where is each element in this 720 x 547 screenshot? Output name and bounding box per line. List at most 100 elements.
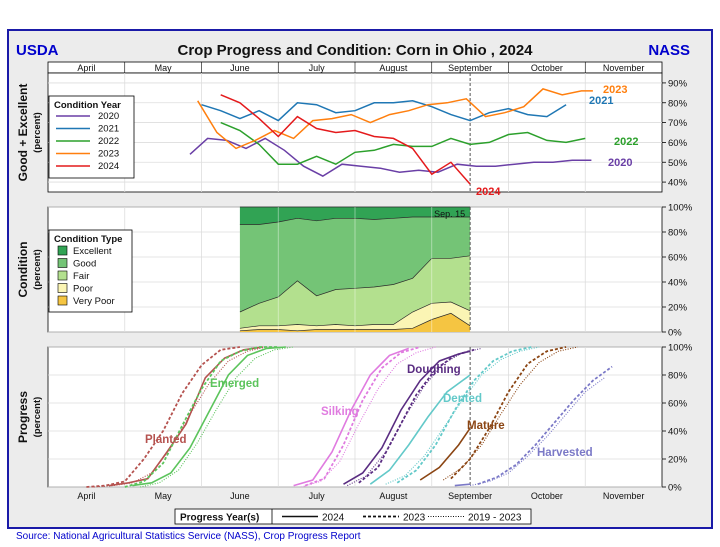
nass-label: NASS (648, 42, 690, 59)
good-excellent-panel: 40% 50% 60% 70% 80% 90% Good + Excellent (perce… (16, 72, 688, 198)
y-axis-label: Condition (16, 242, 30, 298)
legend-swatch-good (57, 258, 68, 268)
month-label-bottom: June (230, 491, 250, 501)
month-label-bottom: July (309, 491, 326, 501)
y-axis-sublabel: (percent) (32, 112, 43, 153)
date-annotation: Sep. 15 (434, 209, 465, 219)
progress-line-emerged-y2024 (132, 346, 286, 487)
progress-line-planted-y2023 (86, 346, 241, 488)
y-tick-label: 40% (668, 427, 688, 438)
usda-label: USDA (16, 42, 59, 59)
progress-line-silking-y2024 (293, 347, 409, 487)
y-tick-label: 90% (668, 78, 688, 89)
area-very-poor (239, 313, 471, 332)
legend-box (48, 95, 135, 179)
progress-line-harvested-yavg (469, 377, 605, 487)
month-header-bar: April May June July August September October No… (47, 61, 663, 74)
progress-line-mature-y2023 (450, 346, 567, 480)
progress-line-doughing-y2024 (343, 350, 471, 485)
condition-panel: 0% 20% 40% 60% 80% 100% Condition (percent) Sep.… (16, 203, 693, 339)
legend-label-2024: 2024 (98, 161, 119, 172)
legend-label-2020: 2020 (98, 111, 119, 122)
y-tick-label: 60% (668, 399, 688, 410)
y-tick-label: 100% (668, 203, 693, 214)
y-axis-label: Progress (16, 391, 30, 443)
y-tick-label: 80% (668, 228, 688, 239)
progress-year-legend: Progress Year(s) 2024 2023 2019 - 2023 (174, 508, 532, 525)
legend-swatch-excellent (57, 245, 68, 256)
legend-label-poor: Poor (73, 284, 93, 295)
month-label-top: May (155, 63, 173, 73)
stage-label-harvested: Harvested (537, 447, 593, 459)
legend-entry-label: 2019 - 2023 (468, 513, 522, 524)
month-label-bottom: April (77, 491, 95, 501)
end-label-2022: 2022 (614, 136, 638, 148)
y-tick-label: 70% (668, 118, 688, 129)
series-line-2023 (197, 88, 593, 150)
progress-panel: 0% 20% 40% 60% 80% 100% Progress (percent) Plant… (16, 343, 693, 502)
series-line-2024 (220, 94, 471, 185)
y-tick-label: 0% (668, 328, 682, 339)
month-label-top: August (379, 63, 408, 73)
end-label-2023: 2023 (603, 84, 627, 96)
y-tick-label: 40% (668, 178, 688, 189)
y-tick-label: 20% (668, 455, 688, 466)
stage-label-doughing: Doughing (407, 364, 461, 376)
stage-label-emerged: Emerged (210, 378, 259, 390)
legend-title: Condition Type (54, 234, 122, 245)
y-tick-label: 100% (668, 343, 693, 354)
month-label-top: October (531, 63, 563, 73)
legend-entry-label: 2024 (322, 513, 345, 524)
legend-label-2022: 2022 (98, 136, 119, 147)
series-line-2022 (220, 121, 586, 166)
month-label-bottom: August (379, 491, 408, 501)
y-axis-sublabel: (percent) (32, 397, 43, 438)
end-label-2021: 2021 (589, 95, 613, 107)
stage-label-mature: Mature (467, 420, 505, 432)
progress-line-emerged-yavg (139, 346, 294, 488)
y-tick-label: 60% (668, 138, 688, 149)
stage-label-planted: Planted (145, 434, 187, 446)
progress-line-dented-y2023 (396, 346, 532, 484)
progress-line-mature-y2024 (419, 427, 471, 481)
stage-label-dented: Dented (443, 393, 482, 405)
end-label-2024: 2024 (476, 186, 501, 198)
figure-title: Crop Progress and Condition: Corn in Ohi… (177, 42, 533, 59)
month-label-top: July (309, 63, 326, 73)
legend-label-excellent: Excellent (73, 246, 112, 257)
legend-box (174, 508, 532, 525)
y-tick-label: 80% (668, 98, 688, 109)
progress-line-doughing-yavg (347, 347, 482, 487)
y-tick-label: 40% (668, 278, 688, 289)
legend-label-good: Good (73, 259, 96, 270)
progress-line-silking-y2023 (304, 346, 421, 487)
progress-line-dented-yavg (385, 346, 540, 485)
y-tick-label: 0% (668, 483, 682, 494)
area-poor (239, 302, 471, 331)
legend-label-very-poor: Very Poor (73, 296, 115, 307)
month-label-top: June (230, 63, 250, 73)
stage-label-silking: Silking (321, 406, 359, 418)
month-label-top: April (77, 63, 95, 73)
source-note: Source: National Agricultural Statistics… (16, 531, 361, 542)
y-tick-label: 80% (668, 371, 688, 382)
legend-label-fair: Fair (73, 271, 89, 282)
month-label-top: September (448, 63, 492, 73)
progress-line-dented-y2024 (369, 374, 471, 485)
month-label-bottom: November (603, 491, 645, 501)
y-tick-label: 20% (668, 303, 688, 314)
y-axis-sublabel: (percent) (32, 249, 43, 290)
y-tick-label: 60% (668, 253, 688, 264)
month-label-bottom: October (531, 491, 563, 501)
legend-swatch-very-poor (57, 295, 68, 306)
legend-title: Condition Year (54, 100, 121, 111)
y-axis-label: Good + Excellent (16, 84, 30, 182)
progress-line-harvested-y2024 (454, 483, 471, 487)
legend-label-2023: 2023 (98, 149, 119, 160)
legend-title: Progress Year(s) (180, 513, 259, 524)
series-line-2020 (189, 137, 592, 177)
progress-line-harvested-y2023 (477, 365, 613, 486)
